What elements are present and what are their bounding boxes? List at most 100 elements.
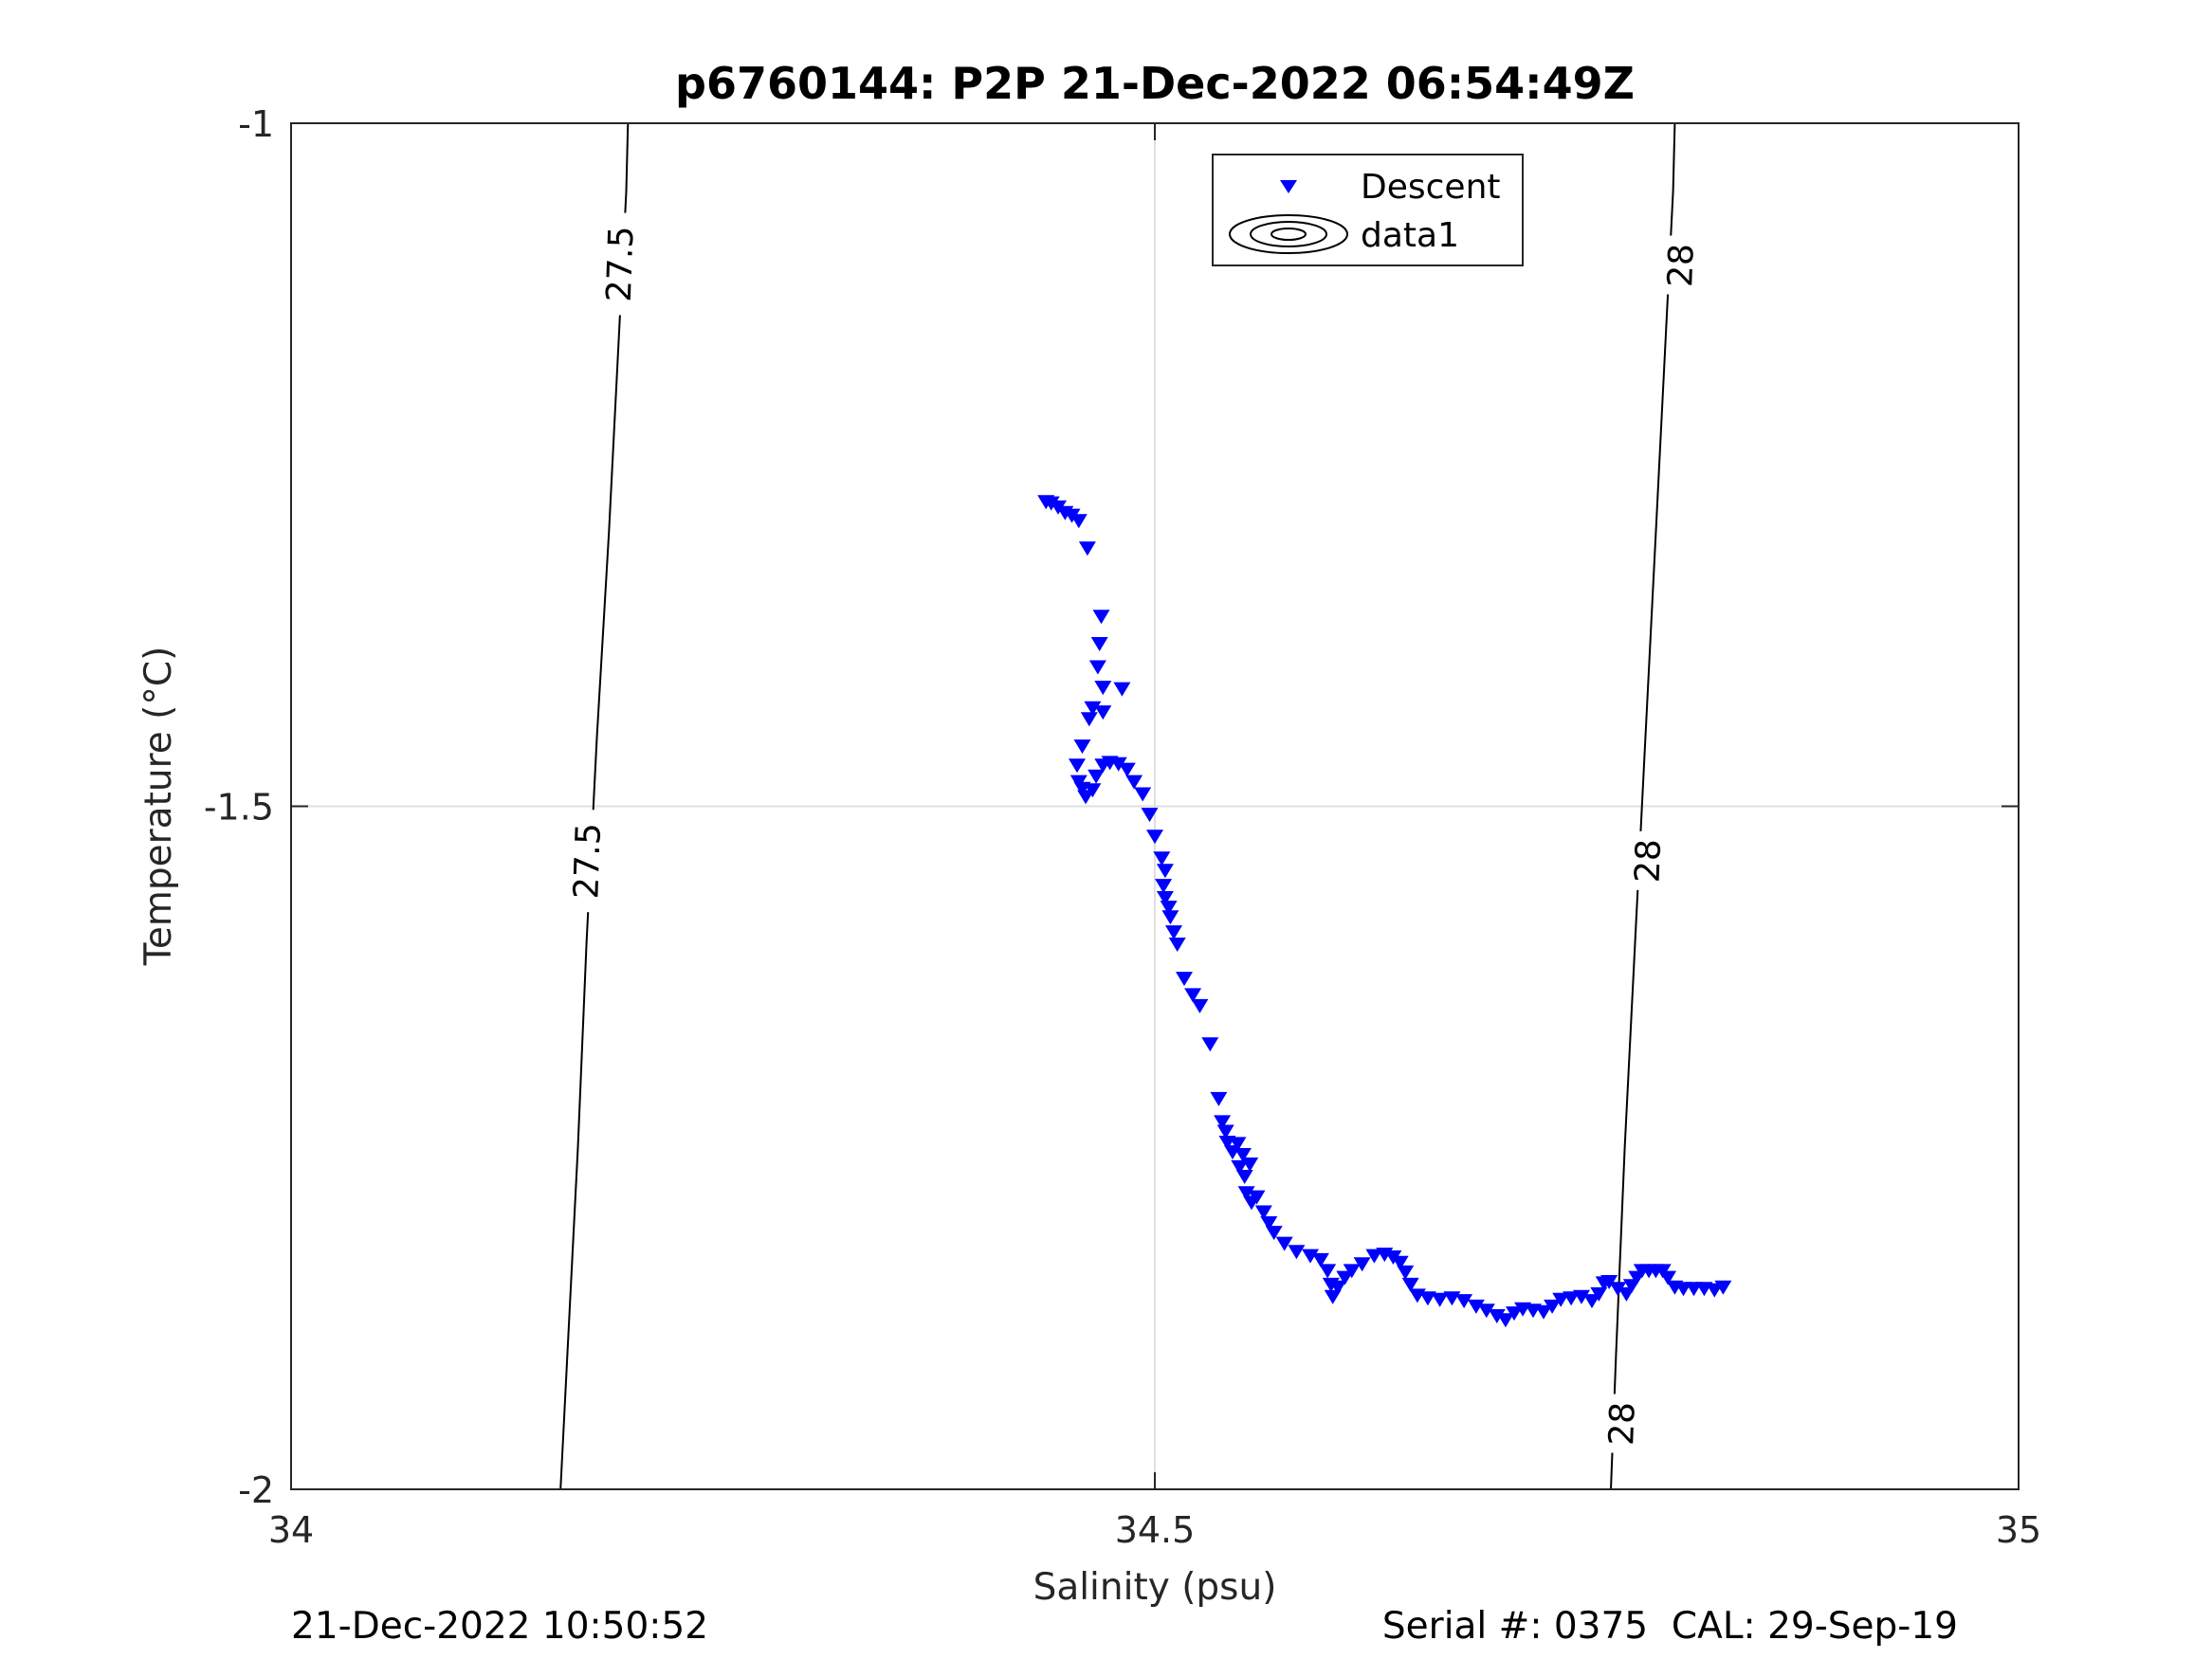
descent-point bbox=[1141, 808, 1159, 823]
y-tick-label: -1.5 bbox=[204, 787, 274, 829]
descent-point bbox=[1201, 1037, 1219, 1052]
legend-entry-descent: Descent bbox=[1361, 168, 1501, 207]
legend-entry-data1: data1 bbox=[1361, 216, 1459, 255]
descent-point bbox=[1084, 701, 1102, 716]
descent-point bbox=[1168, 938, 1186, 952]
descent-point bbox=[1073, 739, 1091, 755]
descent-point bbox=[1535, 1304, 1552, 1320]
descent-point bbox=[1231, 1159, 1249, 1175]
descent-point bbox=[1336, 1270, 1354, 1285]
legend-box bbox=[1212, 154, 1524, 266]
descent-point bbox=[1477, 1304, 1495, 1319]
descent-point bbox=[1260, 1216, 1278, 1231]
descent-point bbox=[1391, 1255, 1409, 1270]
descent-point bbox=[1583, 1294, 1600, 1309]
descent-point bbox=[1125, 775, 1143, 790]
descent-point bbox=[1078, 541, 1096, 556]
contour-label-text: 28 bbox=[1629, 839, 1670, 884]
descent-point bbox=[1324, 1289, 1342, 1304]
descent-point bbox=[1329, 1280, 1347, 1295]
descent-point bbox=[1092, 610, 1110, 625]
descent-point bbox=[1214, 1115, 1232, 1130]
descent-point bbox=[1156, 891, 1174, 905]
descent-point bbox=[1153, 851, 1171, 866]
descent-point bbox=[1573, 1289, 1590, 1304]
contour-label: 28 bbox=[1625, 830, 1670, 891]
x-tick-label: 34.5 bbox=[1115, 1509, 1196, 1551]
legend-descent-marker bbox=[1280, 180, 1297, 193]
contour-labels: 27.5 27.5 28 28 28 bbox=[563, 211, 1702, 1454]
x-tick-label: 34 bbox=[268, 1509, 314, 1551]
descent-point bbox=[1094, 681, 1112, 696]
descent-point bbox=[1094, 705, 1112, 720]
descent-point bbox=[1714, 1280, 1732, 1295]
y-axis-label: Temperature (°C) bbox=[137, 647, 180, 967]
axis-ticks: 34 34.5 35 -1 -1.5 -2 bbox=[204, 103, 2041, 1551]
descent-point bbox=[1109, 757, 1127, 772]
descent-point bbox=[1241, 1158, 1259, 1172]
y-tick-label: -2 bbox=[238, 1469, 274, 1511]
legend-contour-icon bbox=[1229, 214, 1348, 254]
x-tick-label: 35 bbox=[1996, 1509, 2041, 1551]
contour-label: 27.5 bbox=[596, 211, 643, 317]
footer-serial-cal: Serial #: 0375 CAL: 29-Sep-19 bbox=[1382, 1605, 1958, 1648]
contour-label: 28 bbox=[1599, 1394, 1643, 1454]
contour-label-text: 27.5 bbox=[567, 822, 609, 900]
descent-point bbox=[1288, 1245, 1306, 1260]
descent-point bbox=[1353, 1257, 1371, 1272]
contour-label-text: 28 bbox=[1661, 243, 1702, 287]
descent-point bbox=[1118, 762, 1136, 777]
descent-point bbox=[1184, 988, 1202, 1003]
descent-point bbox=[1161, 910, 1179, 925]
descent-point bbox=[1191, 998, 1209, 1013]
footer-timestamp: 21-Dec-2022 10:50:52 bbox=[291, 1605, 708, 1648]
descent-point bbox=[1609, 1282, 1627, 1297]
descent-point bbox=[1552, 1292, 1570, 1307]
descent-point bbox=[1235, 1170, 1253, 1184]
contour-label-bg bbox=[1599, 1394, 1643, 1454]
descent-point bbox=[1418, 1291, 1436, 1306]
contour-label-text: 28 bbox=[1602, 1401, 1643, 1446]
descent-point bbox=[1234, 1148, 1252, 1162]
x-axis-label: Salinity (psu) bbox=[1033, 1566, 1277, 1609]
descent-point bbox=[1216, 1124, 1234, 1139]
contour-label: 28 bbox=[1657, 235, 1702, 296]
descent-point bbox=[1506, 1306, 1523, 1322]
descent-point bbox=[1069, 514, 1088, 529]
descent-point bbox=[1401, 1277, 1419, 1292]
descent-point bbox=[1210, 1091, 1228, 1106]
descent-point bbox=[1563, 1291, 1581, 1306]
descent-point bbox=[1590, 1286, 1608, 1302]
descent-point bbox=[1113, 682, 1131, 697]
descent-point bbox=[1176, 972, 1193, 987]
descent-point bbox=[1165, 925, 1182, 940]
descent-point bbox=[1275, 1236, 1293, 1251]
descent-point bbox=[1343, 1264, 1361, 1279]
descent-point bbox=[1088, 769, 1106, 784]
descent-point bbox=[1042, 496, 1060, 511]
descent-point bbox=[1431, 1292, 1449, 1307]
descent-point bbox=[1248, 1190, 1266, 1205]
descent-point bbox=[1467, 1299, 1485, 1314]
descent-point bbox=[1254, 1205, 1272, 1220]
descent-point bbox=[1311, 1252, 1329, 1267]
descent-markers bbox=[1037, 495, 1732, 1328]
descent-point bbox=[1069, 758, 1086, 774]
descent-point bbox=[1659, 1270, 1677, 1285]
descent-point bbox=[1160, 901, 1178, 916]
chart-title: p6760144: P2P 21-Dec-2022 06:54:49Z bbox=[675, 58, 1635, 109]
descent-point bbox=[1084, 783, 1102, 798]
descent-point bbox=[1496, 1313, 1514, 1328]
descent-point bbox=[1146, 830, 1163, 845]
descent-point bbox=[1488, 1309, 1506, 1323]
contour-label: 27.5 bbox=[563, 809, 610, 913]
contour-label-bg bbox=[563, 809, 610, 913]
descent-point bbox=[1600, 1275, 1618, 1289]
descent-point bbox=[1237, 1186, 1255, 1201]
descent-point bbox=[1397, 1265, 1415, 1280]
contour-label-text: 27.5 bbox=[600, 226, 642, 303]
descent-point bbox=[1088, 660, 1106, 675]
descent-point bbox=[1229, 1137, 1247, 1152]
legend: Descent data1 bbox=[1212, 154, 1524, 266]
